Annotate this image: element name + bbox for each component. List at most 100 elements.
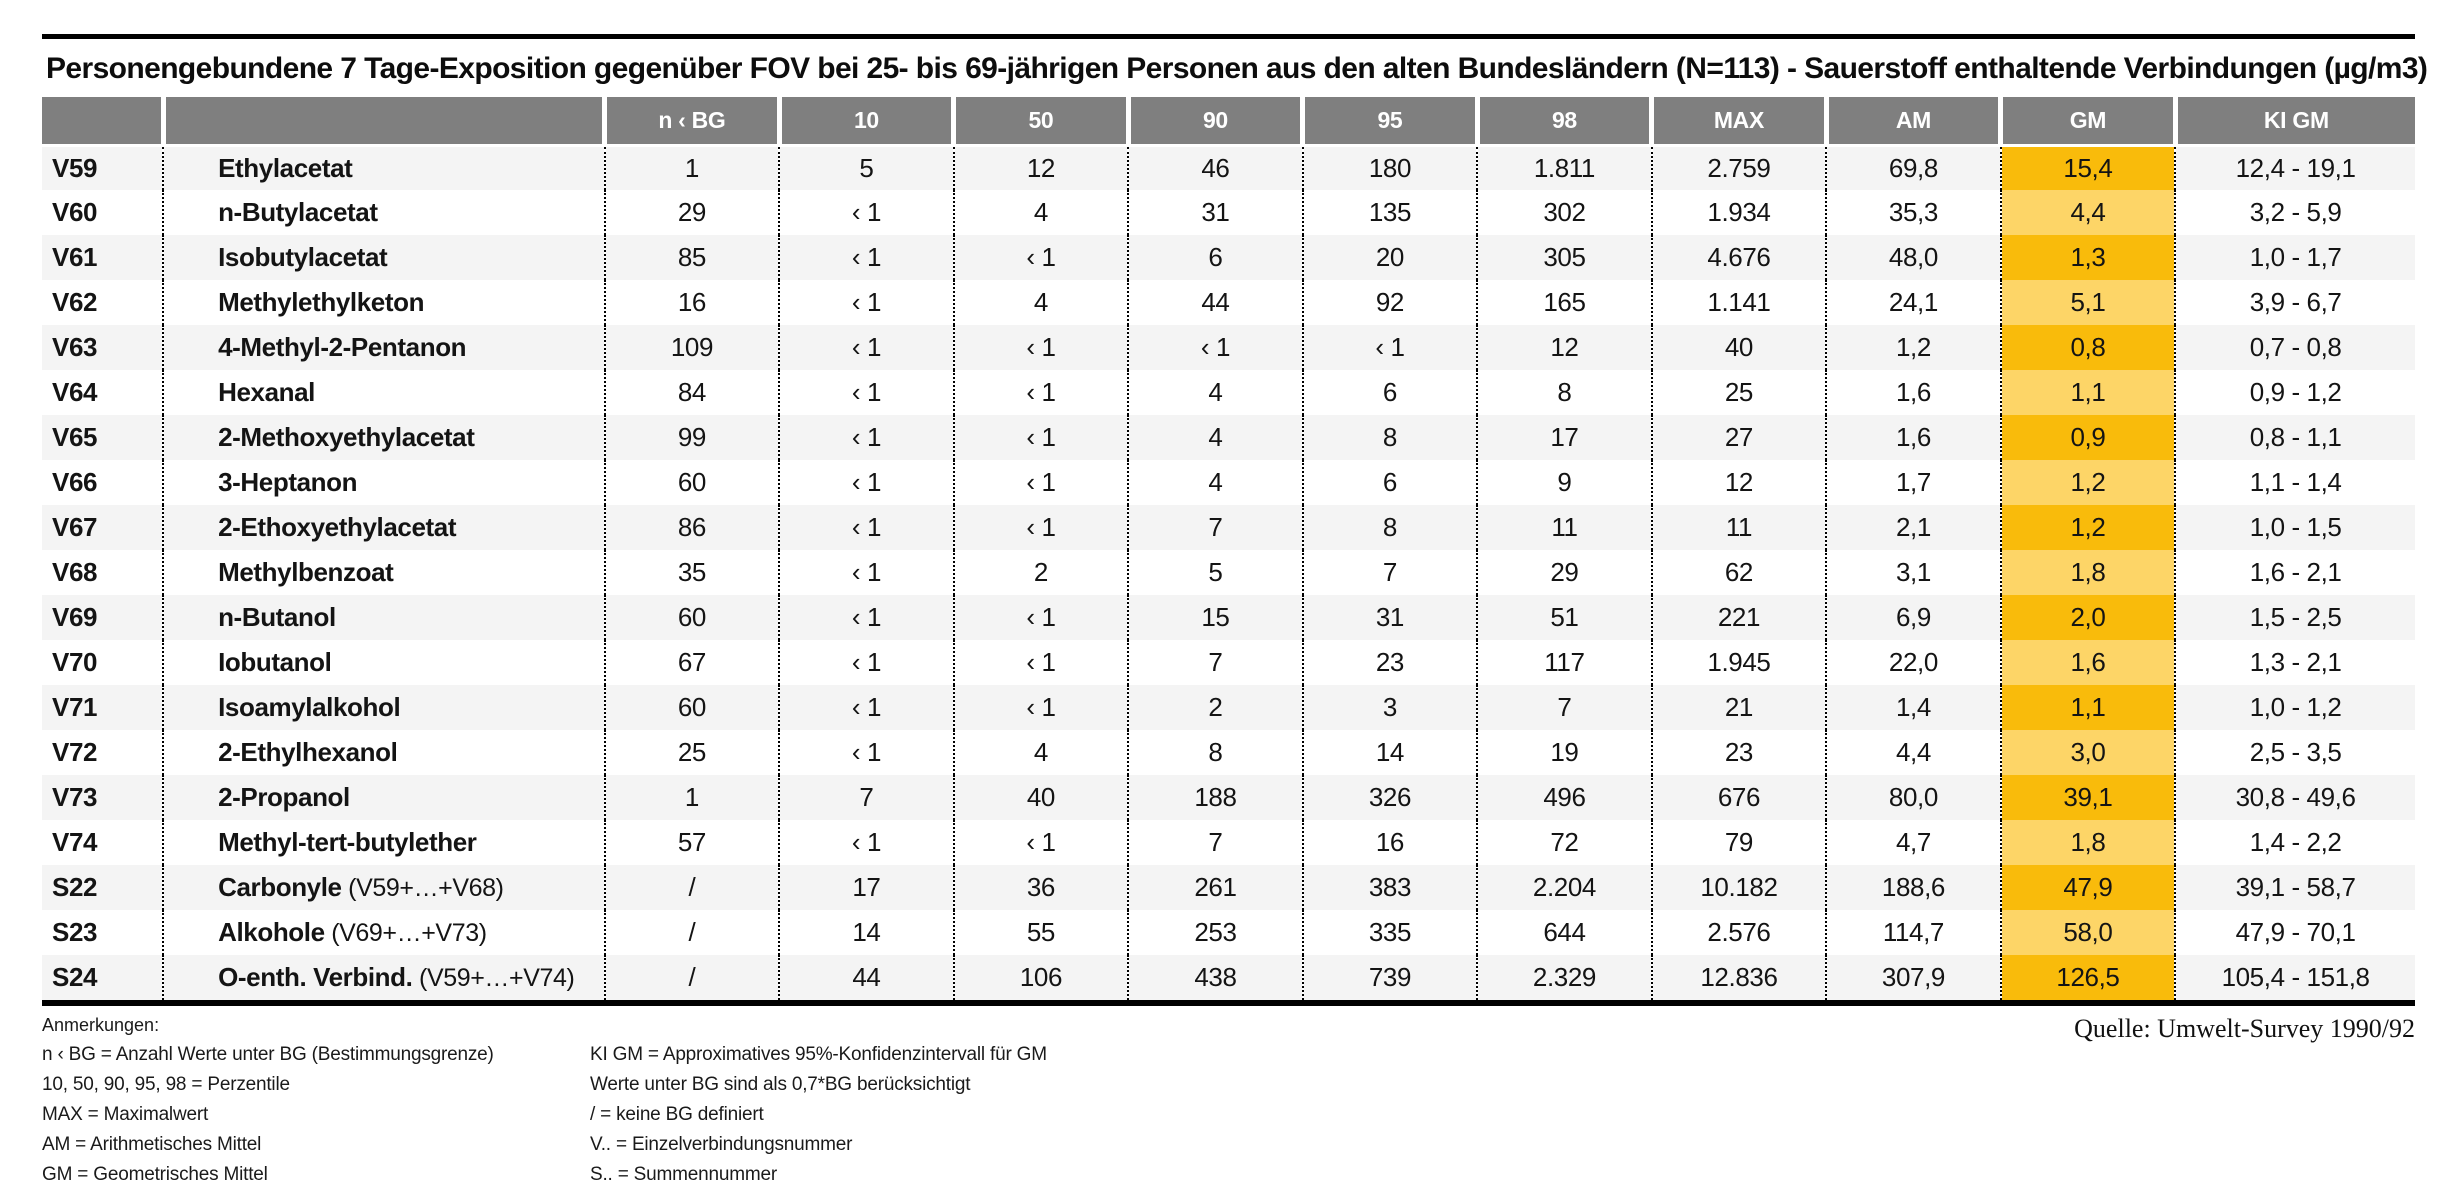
value-cell: 3 <box>1301 685 1478 730</box>
value-cell: 40 <box>1650 325 1827 370</box>
value-cell: 29 <box>1476 550 1652 595</box>
note-item: 10, 50, 90, 95, 98 = Perzentile <box>42 1074 290 1095</box>
table-row: V60 n-Butylacetat 29 ‹ 1 4 31 135 302 1.934 35,3 4… <box>42 190 2415 235</box>
value-cell: 7 <box>1127 820 1303 865</box>
value-cell: 2.759 <box>1650 145 1827 190</box>
value-cell: 383 <box>1301 865 1478 910</box>
value-cell: ‹ 1 <box>778 280 954 325</box>
gm-value-cell: 15,4 <box>1999 145 2176 190</box>
value-cell: 60 <box>603 685 780 730</box>
value-cell: 57 <box>603 820 780 865</box>
value-cell: 676 <box>1650 775 1827 820</box>
exposure-table: n ‹ BG 10 50 90 95 98 MAX AM GM KI GM V5… <box>42 97 2415 1000</box>
row-id: V59 <box>52 152 98 183</box>
gm-value-cell: 1,3 <box>1999 235 2176 280</box>
value-cell: 3,9 - 6,7 <box>2174 280 2415 325</box>
column-header-p90: 90 <box>1125 97 1303 147</box>
table-row: V71 Isoamylalkohol 60 ‹ 1 ‹ 1 2 3 7 21 1,4 1,1 1,0 … <box>42 685 2415 730</box>
row-id: V61 <box>52 242 98 272</box>
table-header: n ‹ BG 10 50 90 95 98 MAX AM GM KI GM <box>42 97 2415 147</box>
gm-value-cell: 1,6 <box>1999 640 2176 685</box>
column-header-p50: 50 <box>951 97 1129 147</box>
value-cell: 4 <box>952 190 1129 235</box>
note-item: AM = Arithmetisches Mittel <box>42 1134 262 1155</box>
substance-name: 2-Propanol <box>162 775 605 820</box>
value-cell: ‹ 1 <box>952 685 1129 730</box>
value-cell: 69,8 <box>1825 145 2001 190</box>
value-cell: 1.945 <box>1650 640 1827 685</box>
column-header-n-bg: n ‹ BG <box>602 97 780 147</box>
row-id: V68 <box>52 557 98 587</box>
gm-value-cell: 1,2 <box>1999 460 2176 505</box>
value-cell: 99 <box>603 415 780 460</box>
value-cell: 0,9 - 1,2 <box>2174 370 2415 415</box>
value-cell: ‹ 1 <box>778 820 954 865</box>
value-cell: 1.934 <box>1650 190 1827 235</box>
table-row: S23 Alkohole (V69+…+V73)/14 55 253 335 644 2.5… <box>42 910 2415 955</box>
value-cell: 1,5 - 2,5 <box>2174 595 2415 640</box>
column-header-ki-gm: KI GM <box>2172 97 2415 147</box>
value-cell: 44 <box>778 955 954 1000</box>
value-cell: 2.576 <box>1650 910 1827 955</box>
value-cell: 739 <box>1301 955 1478 1000</box>
value-cell: 4 <box>1127 415 1303 460</box>
value-cell: 117 <box>1476 640 1652 685</box>
column-header-p10: 10 <box>776 97 954 147</box>
value-cell: ‹ 1 <box>952 820 1129 865</box>
value-cell: 60 <box>603 595 780 640</box>
value-cell: 7 <box>1301 550 1478 595</box>
value-cell: 109 <box>603 325 780 370</box>
row-id: V64 <box>52 377 98 407</box>
table-row: V70 Iobutanol 67 ‹ 1 ‹ 1 7 23 117 1.945 22,0 1,6 1,… <box>42 640 2415 685</box>
value-cell: 6 <box>1127 235 1303 280</box>
value-cell: 188,6 <box>1825 865 2001 910</box>
value-cell: 12.836 <box>1650 955 1827 1000</box>
value-cell: 55 <box>952 910 1129 955</box>
row-id: S24 <box>52 962 98 992</box>
substance-name: Alkohole (V69+…+V73) <box>162 910 605 955</box>
value-cell: 1,6 <box>1825 415 2001 460</box>
value-cell: 48,0 <box>1825 235 2001 280</box>
value-cell: 165 <box>1476 280 1652 325</box>
substance-name: 2-Ethylhexanol <box>162 730 605 775</box>
value-cell: ‹ 1 <box>778 415 954 460</box>
substance-name: 2-Ethoxyethylacetat <box>162 505 605 550</box>
value-cell: 16 <box>603 280 780 325</box>
value-cell: 30,8 - 49,6 <box>2174 775 2415 820</box>
value-cell: ‹ 1 <box>952 505 1129 550</box>
value-cell: 7 <box>778 775 954 820</box>
value-cell: ‹ 1 <box>1301 325 1478 370</box>
substance-name: Iobutanol <box>162 640 605 685</box>
substance-name: Methylethylketon <box>162 280 605 325</box>
value-cell: 11 <box>1476 505 1652 550</box>
row-id: S22 <box>52 872 98 902</box>
substance-name: Methyl-tert-butylether <box>162 820 605 865</box>
value-cell: 1 <box>603 145 780 190</box>
table-row: V67 2-Ethoxyethylacetat 86 ‹ 1 ‹ 1 7 8 11 11 2,1 1… <box>42 505 2415 550</box>
value-cell: 302 <box>1476 190 1652 235</box>
gm-value-cell: 126,5 <box>1999 955 2176 1000</box>
row-id: V66 <box>52 467 98 497</box>
column-header-p95: 95 <box>1300 97 1478 147</box>
value-cell: 3,2 - 5,9 <box>2174 190 2415 235</box>
table-row: V62 Methylethylketon 16 ‹ 1 4 44 92 165 1.141 24,… <box>42 280 2415 325</box>
table-row: V73 2-Propanol 1 7 40 188 326 496 676 80,0 39,1 30,… <box>42 775 2415 820</box>
value-cell: 31 <box>1127 190 1303 235</box>
value-cell: 0,7 - 0,8 <box>2174 325 2415 370</box>
value-cell: 4,7 <box>1825 820 2001 865</box>
value-cell: ‹ 1 <box>1127 325 1303 370</box>
column-header-am: AM <box>1823 97 2001 147</box>
value-cell: 62 <box>1650 550 1827 595</box>
value-cell: 35,3 <box>1825 190 2001 235</box>
gm-value-cell: 1,1 <box>1999 370 2176 415</box>
value-cell: ‹ 1 <box>952 595 1129 640</box>
value-cell: 1,7 <box>1825 460 2001 505</box>
value-cell: 14 <box>778 910 954 955</box>
value-cell: 105,4 - 151,8 <box>2174 955 2415 1000</box>
gm-value-cell: 58,0 <box>1999 910 2176 955</box>
row-id: V73 <box>52 782 98 812</box>
gm-value-cell: 39,1 <box>1999 775 2176 820</box>
table-row: V65 2-Methoxyethylacetat 99 ‹ 1 ‹ 1 4 8 17 27 1,6… <box>42 415 2415 460</box>
value-cell: 1.141 <box>1650 280 1827 325</box>
value-cell: ‹ 1 <box>778 235 954 280</box>
